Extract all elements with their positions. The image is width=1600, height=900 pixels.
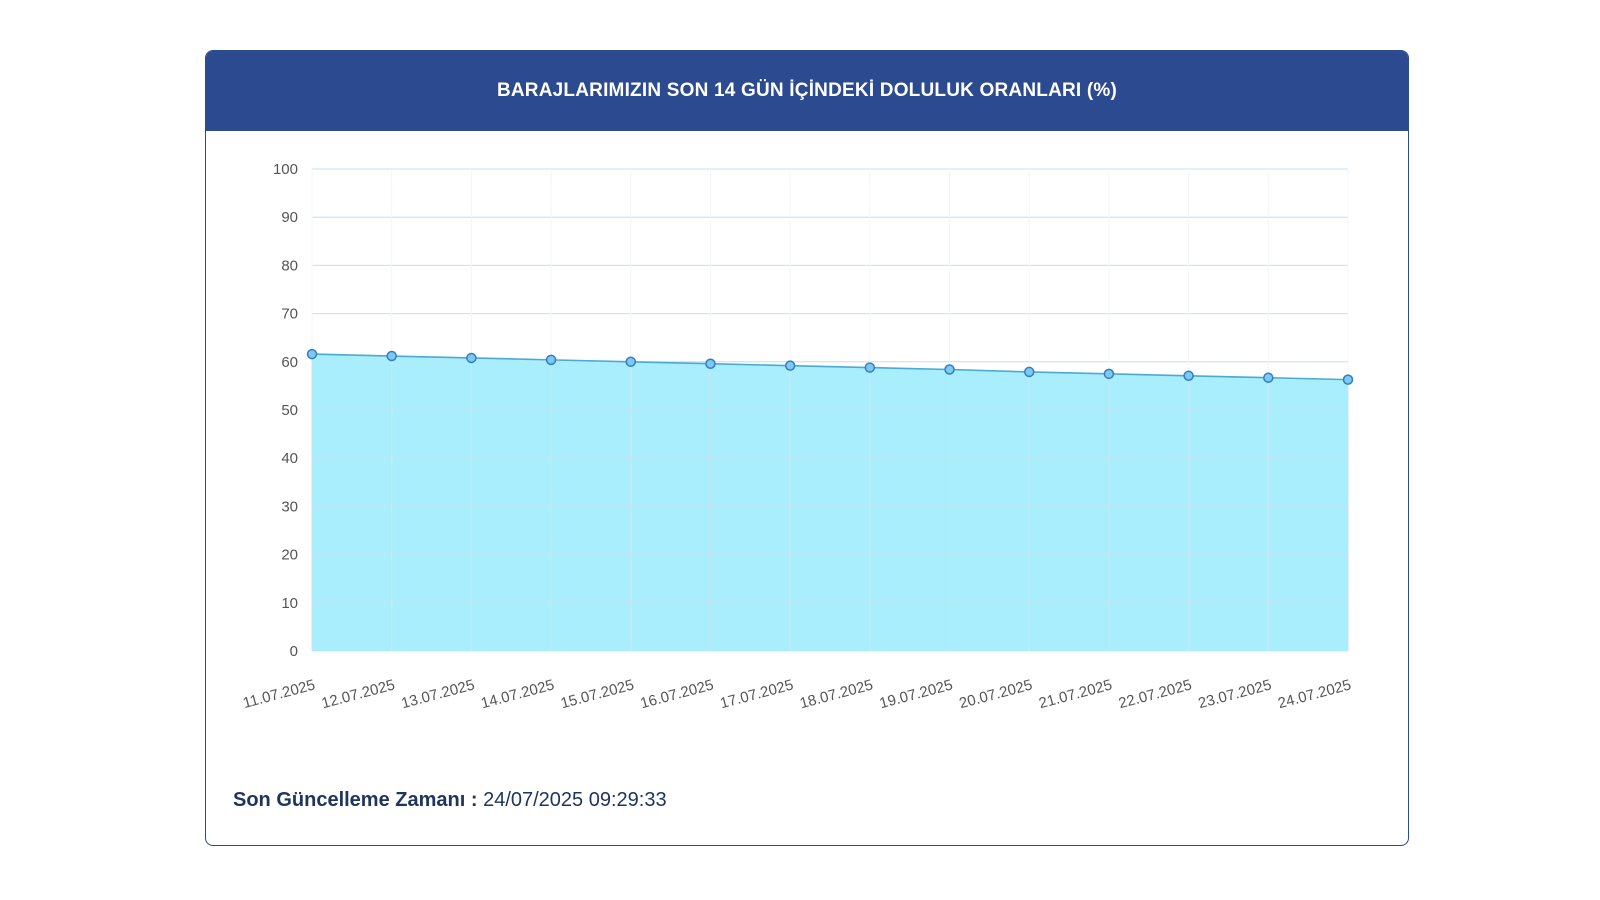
y-tick-label-90: 90 xyxy=(281,209,298,226)
data-point-18.07.2025 xyxy=(864,362,876,373)
chart-card: BARAJLARIMIZIN SON 14 GÜN İÇİNDEKİ DOLUL… xyxy=(205,50,1409,846)
area-fill xyxy=(312,354,1348,651)
y-tick-label-40: 40 xyxy=(281,450,298,467)
x-tick-label-15.07.2025: 15.07.2025 xyxy=(559,676,636,712)
data-point-15.07.2025 xyxy=(625,356,637,368)
x-tick-label-11.07.2025: 11.07.2025 xyxy=(241,676,317,712)
x-tick-label-20.07.2025: 20.07.2025 xyxy=(957,676,1034,712)
y-tick-label-100: 100 xyxy=(273,161,298,178)
data-point-23.07.2025 xyxy=(1263,372,1274,383)
data-point-20.07.2025 xyxy=(1023,366,1035,378)
data-point-12.07.2025 xyxy=(386,350,397,362)
y-tick-label-50: 50 xyxy=(281,402,298,419)
x-tick-label-13.07.2025: 13.07.2025 xyxy=(400,676,477,712)
data-point-21.07.2025 xyxy=(1103,368,1115,380)
data-point-17.07.2025 xyxy=(784,360,796,371)
x-tick-label-16.07.2025: 16.07.2025 xyxy=(639,676,716,712)
data-point-16.07.2025 xyxy=(705,358,716,369)
y-tick-label-80: 80 xyxy=(281,257,298,274)
occupancy-area-chart: 0 10 20 30 40 50 60 70 80 90 100 11.07.2025 12.07.20… xyxy=(241,161,1354,712)
x-tick-label-24.07.2025: 24.07.2025 xyxy=(1276,676,1353,712)
data-point-22.07.2025 xyxy=(1183,370,1194,382)
data-point-24.07.2025 xyxy=(1342,374,1354,385)
last-update-label: Son Güncelleme Zamanı : xyxy=(233,789,478,811)
x-tick-label-22.07.2025: 22.07.2025 xyxy=(1117,676,1194,712)
card-title: BARAJLARIMIZIN SON 14 GÜN İÇİNDEKİ DOLUL… xyxy=(206,51,1408,131)
y-tick-label-0: 0 xyxy=(290,643,298,660)
data-point-11.07.2025 xyxy=(306,348,318,360)
y-tick-label-20: 20 xyxy=(281,547,298,564)
x-tick-label-17.07.2025: 17.07.2025 xyxy=(718,676,795,712)
x-tick-label-21.07.2025: 21.07.2025 xyxy=(1037,676,1114,712)
x-tick-label-23.07.2025: 23.07.2025 xyxy=(1196,676,1273,712)
x-tick-label-12.07.2025: 12.07.2025 xyxy=(320,676,397,712)
data-point-19.07.2025 xyxy=(944,364,955,375)
last-update-value: 24/07/2025 09:29:33 xyxy=(483,789,667,811)
y-tick-label-70: 70 xyxy=(281,306,298,323)
data-point-14.07.2025 xyxy=(545,354,557,366)
last-update: Son Güncelleme Zamanı : 24/07/2025 09:29… xyxy=(233,789,667,812)
y-tick-label-60: 60 xyxy=(281,354,298,371)
x-tick-label-18.07.2025: 18.07.2025 xyxy=(798,676,875,712)
x-tick-label-14.07.2025: 14.07.2025 xyxy=(479,676,556,712)
series-line xyxy=(311,353,1349,381)
x-tick-label-19.07.2025: 19.07.2025 xyxy=(878,676,955,712)
data-point-13.07.2025 xyxy=(466,352,477,364)
y-tick-label-30: 30 xyxy=(281,498,298,515)
y-tick-label-10: 10 xyxy=(281,595,298,612)
